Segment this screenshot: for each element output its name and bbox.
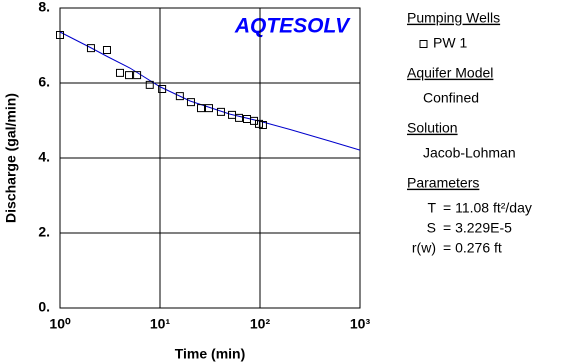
data-point [175, 92, 184, 101]
data-point [125, 71, 134, 80]
data-point [186, 98, 195, 107]
parameter-name: r(w) [412, 240, 436, 256]
logo: AQTESOLV [234, 15, 351, 38]
x-tick-label: 10² [250, 316, 271, 332]
data-point [258, 121, 267, 129]
data-point [204, 104, 213, 113]
solution-heading: Solution [407, 120, 458, 136]
parameters-heading: Parameters [407, 175, 479, 191]
legend-label: PW 1 [433, 35, 467, 51]
y-tick-label: 2. [38, 224, 50, 240]
legend-marker [419, 40, 428, 48]
aquifer-heading: Aquifer Model [407, 65, 493, 81]
data-point [158, 85, 167, 93]
y-tick-label: 0. [38, 299, 50, 315]
parameter-value: = 3.229E-5 [443, 220, 512, 236]
legend-heading: Pumping Wells [407, 10, 500, 26]
x-axis-title: Time (min) [175, 346, 246, 362]
parameter-value: = 0.276 ft [443, 240, 502, 256]
x-tick-label: 10⁰ [49, 316, 71, 332]
aquifer-model: Confined [423, 90, 479, 106]
solution: Jacob-Lohman [423, 145, 516, 161]
data-point [133, 71, 142, 80]
data-point [56, 31, 64, 39]
y-axis-title: Discharge (gal/min) [3, 93, 19, 223]
x-tick-label: 10³ [350, 316, 371, 332]
x-tick-label: 10¹ [150, 316, 171, 332]
data-point [145, 80, 154, 89]
y-tick-label: 6. [38, 74, 50, 90]
data-point [115, 68, 124, 77]
data-point [86, 44, 95, 53]
parameter-name: S [427, 220, 436, 236]
data-point [216, 107, 225, 116]
fit-curve [59, 31, 361, 151]
data-point [235, 113, 244, 122]
data-point [102, 46, 111, 54]
y-tick-label: 4. [38, 149, 50, 165]
plot-frame [59, 7, 361, 309]
data-point [196, 104, 205, 113]
y-tick-label: 8. [38, 0, 50, 15]
parameter-name: T [427, 200, 436, 216]
parameter-value: = 11.08 ft²/day [443, 200, 532, 216]
